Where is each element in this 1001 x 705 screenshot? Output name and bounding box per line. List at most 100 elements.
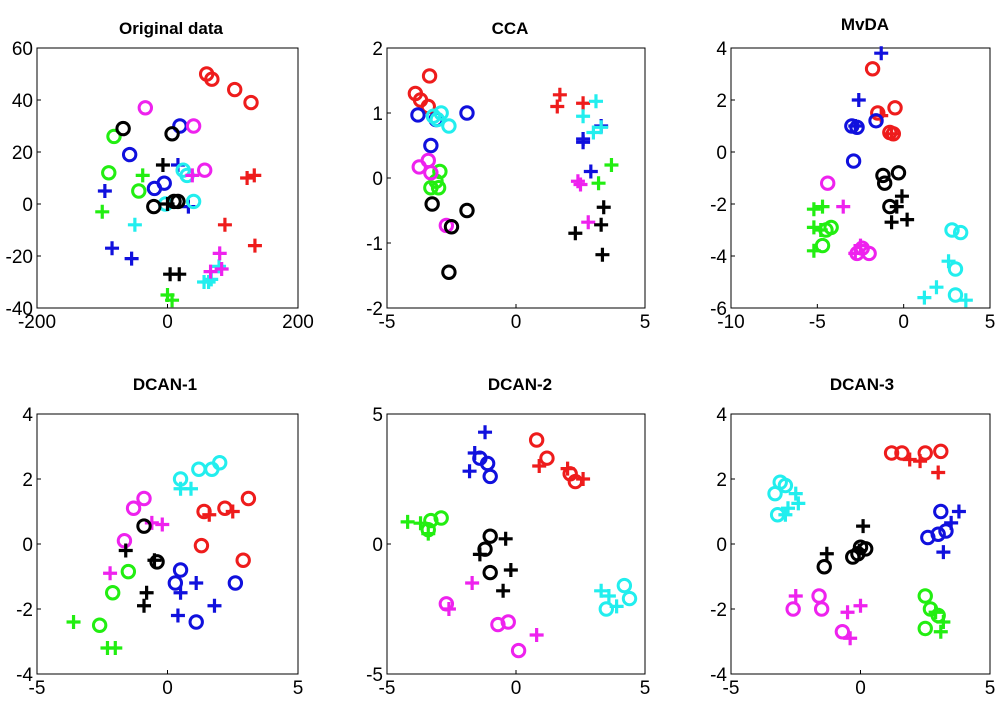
point-blue-circle bbox=[188, 614, 204, 630]
point-blue-circle bbox=[938, 523, 954, 539]
point-cyan-circle bbox=[185, 193, 202, 210]
point-green-plus bbox=[806, 243, 821, 258]
point-green-plus bbox=[936, 615, 951, 629]
panel-dcan-2: DCAN-2 -5 0 5 -5 0 5 bbox=[366, 375, 650, 699]
point-red-circle bbox=[217, 500, 233, 516]
point-green-circle bbox=[104, 585, 121, 601]
point-black-plus bbox=[596, 200, 611, 215]
point-black-plus bbox=[900, 212, 915, 227]
point-red-circle bbox=[528, 432, 545, 448]
y-tick-label: 1 bbox=[372, 104, 383, 125]
point-blue-plus bbox=[105, 241, 120, 256]
point-red-circle bbox=[917, 445, 933, 461]
point-blue-plus bbox=[189, 576, 204, 590]
point-red-circle bbox=[864, 61, 881, 77]
point-blue-circle bbox=[930, 526, 946, 542]
point-magenta-plus bbox=[465, 576, 480, 590]
x-tick-label: 5 bbox=[985, 312, 996, 333]
point-magenta-plus bbox=[581, 215, 596, 230]
point-magenta-circle bbox=[196, 162, 213, 178]
point-black-circle bbox=[149, 554, 165, 570]
point-black-plus bbox=[594, 217, 609, 232]
point-red-plus bbox=[240, 171, 255, 185]
point-cyan-plus bbox=[127, 217, 142, 232]
point-red-plus bbox=[552, 87, 567, 102]
point-black-circle bbox=[164, 126, 180, 142]
y-tick-label: 2 bbox=[22, 470, 33, 491]
panel-dcan-1: DCAN-1 -5 0 5 -4 -2 0 2 4 bbox=[16, 375, 303, 699]
panel-title: Original data bbox=[119, 19, 223, 38]
x-tick-label: 5 bbox=[293, 678, 304, 699]
point-blue-plus bbox=[478, 425, 493, 440]
point-red-plus bbox=[247, 238, 262, 253]
y-tick-label: -4 bbox=[16, 665, 33, 686]
point-black-circle bbox=[424, 196, 440, 212]
point-green-plus bbox=[806, 220, 821, 235]
panel-title: MvDA bbox=[841, 15, 889, 34]
y-tick-label: -40 bbox=[6, 299, 33, 320]
point-blue-plus bbox=[848, 119, 863, 133]
point-green-plus bbox=[165, 293, 180, 308]
point-blue-circle bbox=[172, 562, 189, 578]
point-black-plus bbox=[856, 519, 871, 534]
x-tick-label: 0 bbox=[511, 312, 522, 333]
panel-title: CCA bbox=[492, 19, 529, 38]
point-magenta-plus bbox=[848, 246, 863, 261]
point-blue-circle bbox=[845, 153, 862, 169]
panel-cca: CCA -5 0 5 -2 -1 0 1 2 bbox=[366, 19, 650, 333]
point-green-plus bbox=[813, 223, 828, 237]
point-green-circle bbox=[91, 617, 108, 633]
point-black-plus bbox=[889, 199, 904, 214]
point-blue-plus bbox=[851, 93, 866, 107]
x-tick-label: 0 bbox=[511, 678, 522, 699]
point-magenta-circle bbox=[125, 500, 142, 516]
point-black-plus bbox=[118, 543, 133, 558]
point-black-plus bbox=[568, 226, 583, 241]
point-cyan-circle bbox=[441, 118, 457, 134]
point-cyan-plus bbox=[791, 496, 806, 511]
y-tick-label: 0 bbox=[372, 535, 383, 556]
point-red-circle bbox=[193, 537, 210, 554]
y-tick-label: -2 bbox=[710, 600, 727, 621]
y-tick-label: -1 bbox=[366, 234, 383, 255]
point-red-circle bbox=[883, 445, 900, 461]
point-red-plus bbox=[884, 126, 899, 141]
y-tick-label: -2 bbox=[710, 195, 727, 216]
point-magenta-circle bbox=[785, 601, 801, 617]
point-black-circle bbox=[441, 264, 457, 280]
x-tick-label: 0 bbox=[855, 678, 866, 699]
point-black-plus bbox=[496, 583, 511, 598]
y-tick-label: -2 bbox=[366, 299, 383, 320]
point-green-circle bbox=[120, 563, 137, 580]
y-tick-label: 60 bbox=[12, 39, 33, 60]
point-green-plus bbox=[135, 168, 150, 183]
point-cyan-plus bbox=[780, 501, 795, 516]
point-magenta-plus bbox=[573, 177, 588, 192]
y-tick-label: 20 bbox=[12, 143, 33, 164]
point-black-plus bbox=[472, 547, 487, 562]
point-blue-plus bbox=[936, 545, 951, 560]
point-red-circle bbox=[235, 552, 251, 568]
point-blue-plus bbox=[944, 515, 959, 530]
point-green-circle bbox=[433, 510, 449, 526]
x-tick-label: -10 bbox=[717, 312, 744, 333]
x-tick-label: -5 bbox=[29, 678, 46, 699]
y-tick-label: -5 bbox=[366, 665, 383, 686]
point-red-plus bbox=[225, 504, 240, 519]
point-magenta-circle bbox=[834, 624, 851, 640]
point-red-circle bbox=[539, 450, 555, 466]
point-green-plus bbox=[815, 199, 830, 214]
point-blue-plus bbox=[462, 464, 477, 479]
point-magenta-plus bbox=[853, 238, 868, 253]
y-tick-label: 0 bbox=[22, 195, 33, 216]
point-cyan-plus bbox=[958, 293, 973, 308]
point-cyan-circle bbox=[777, 477, 794, 494]
point-blue-circle bbox=[410, 107, 426, 123]
point-black-circle bbox=[170, 193, 186, 210]
point-black-circle bbox=[136, 518, 152, 534]
point-blue-plus bbox=[467, 446, 482, 460]
point-blue-plus bbox=[576, 132, 591, 146]
axes-frame bbox=[730, 47, 991, 309]
point-magenta-circle bbox=[861, 245, 877, 262]
